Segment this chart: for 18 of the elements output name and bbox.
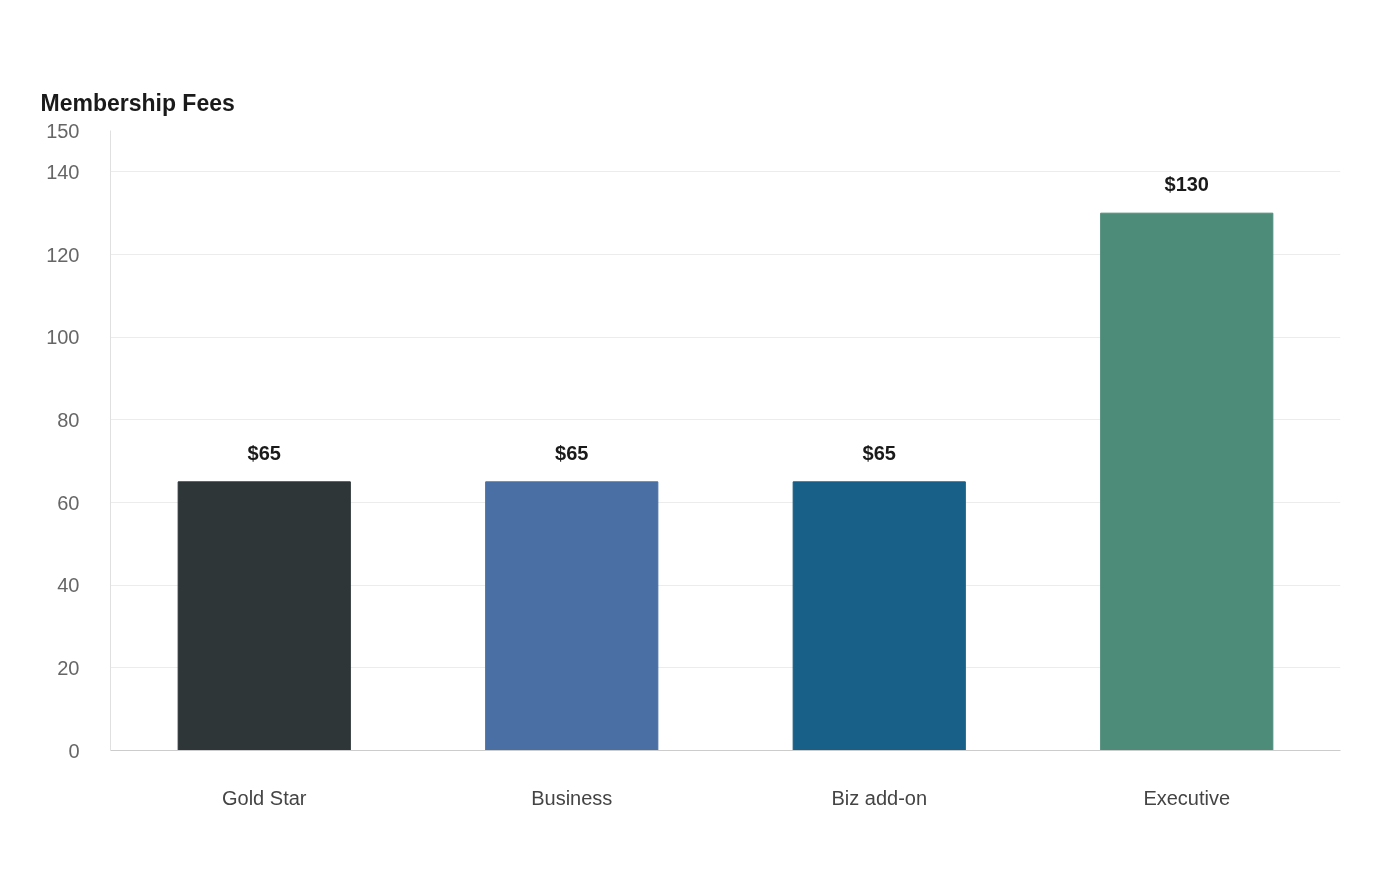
y-tick-label: 80 xyxy=(57,408,80,431)
data-label: $65 xyxy=(555,441,589,464)
y-tick-label: 60 xyxy=(57,491,80,514)
x-tick-label: Executive xyxy=(1143,786,1231,809)
y-tick-label: 20 xyxy=(57,656,80,679)
chart-title: Membership Fees xyxy=(40,89,235,116)
x-tick-label: Gold Star xyxy=(222,786,307,809)
x-tick-label: Biz add-on xyxy=(831,786,928,809)
x-tick-label: Business xyxy=(531,786,613,809)
data-label: $65 xyxy=(862,441,896,464)
y-tick-label: 140 xyxy=(46,160,80,183)
data-label: $65 xyxy=(247,441,281,464)
data-label: $130 xyxy=(1164,173,1209,196)
y-tick-label: 100 xyxy=(46,326,80,349)
y-tick-label: 150 xyxy=(46,119,80,142)
y-tick-label: 120 xyxy=(46,243,80,266)
y-tick-label: 40 xyxy=(57,574,80,597)
y-tick-label: 0 xyxy=(68,739,80,762)
